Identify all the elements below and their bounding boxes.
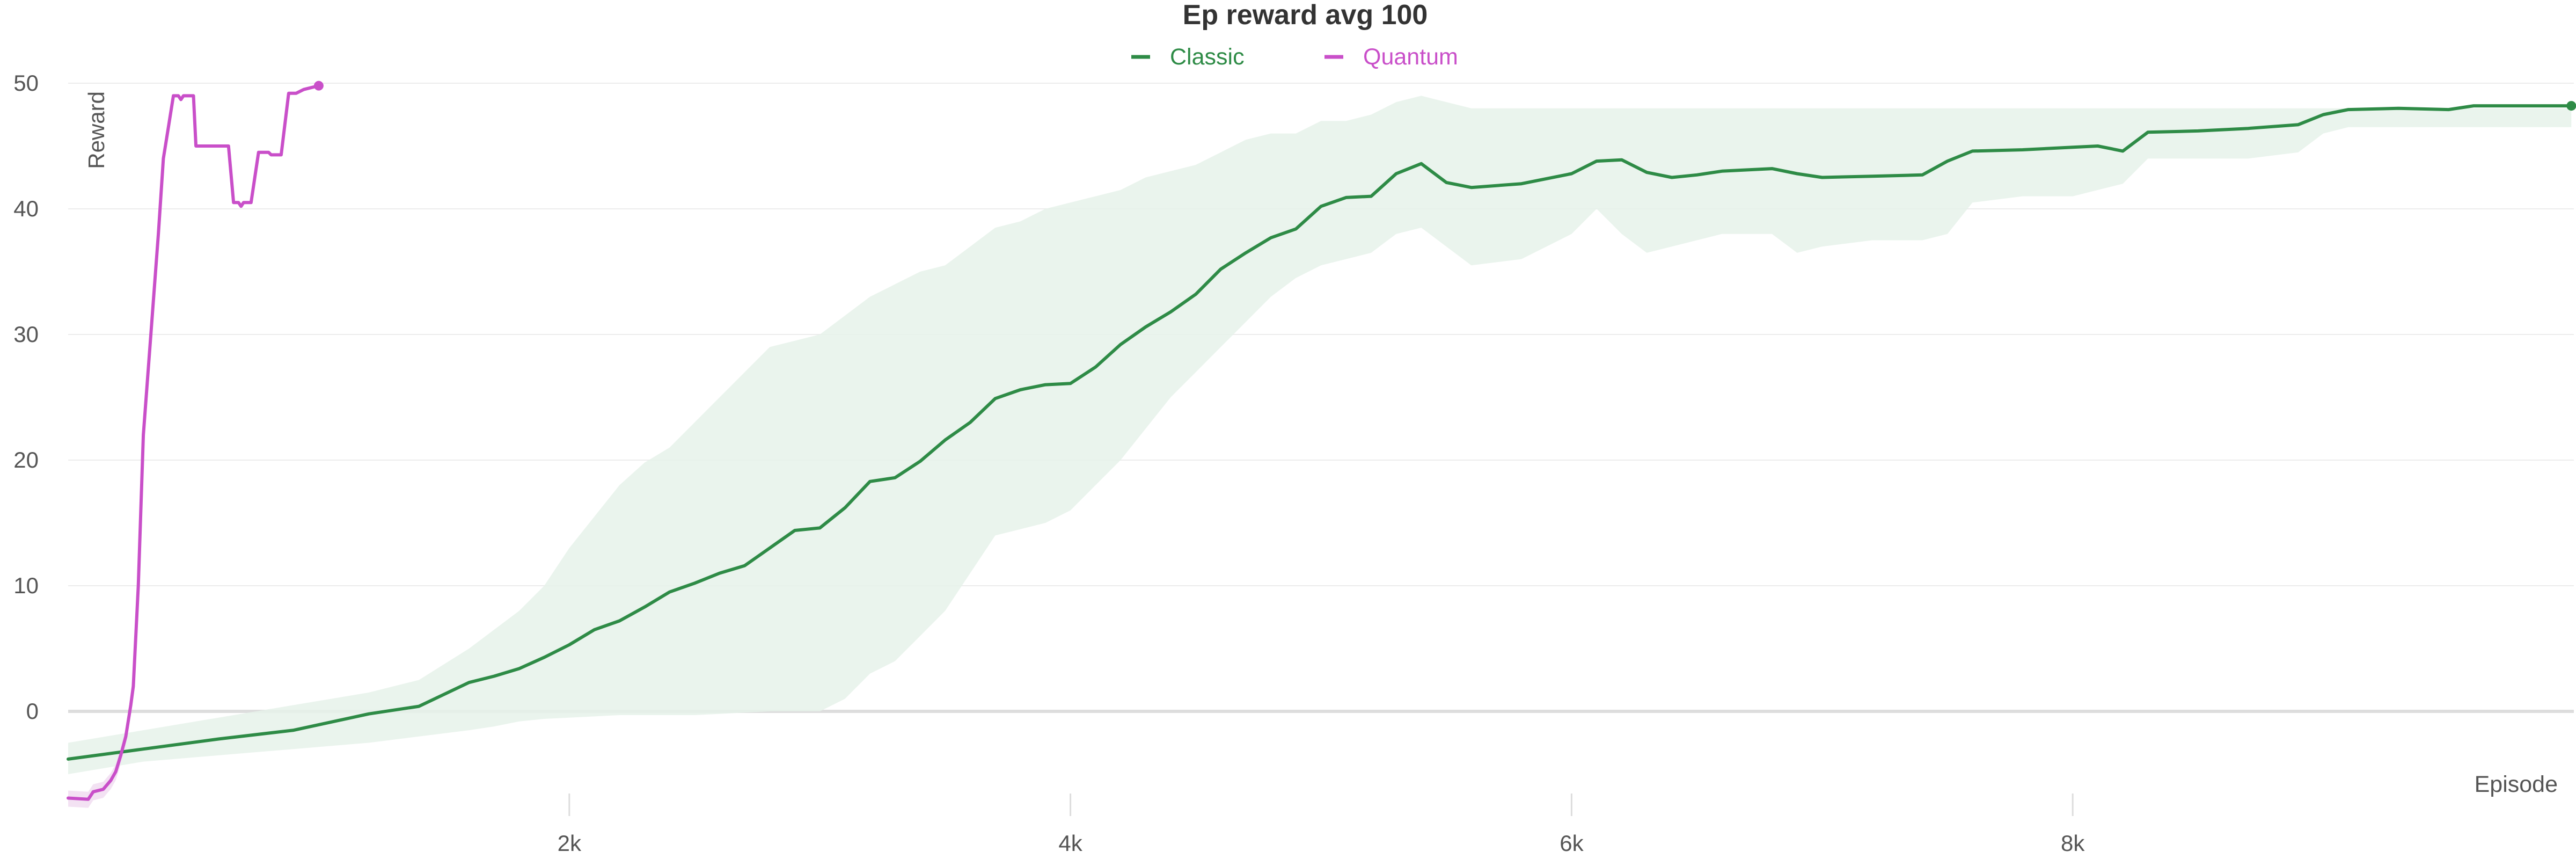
- x-tick-label: 8k: [2061, 831, 2085, 856]
- y-tick-label: 40: [13, 196, 39, 221]
- legend-label-quantum[interactable]: Quantum: [1363, 44, 1458, 70]
- y-tick-label: 0: [26, 698, 39, 724]
- y-tick-label: 10: [13, 573, 39, 598]
- chart-title: Ep reward avg 100: [1183, 0, 1428, 31]
- x-axis-ticks: 2k 4k 6k 8k: [558, 794, 2085, 856]
- y-tick-label: 20: [13, 447, 39, 472]
- y-tick-label: 50: [13, 70, 39, 96]
- x-tick-label: 2k: [558, 831, 582, 856]
- y-axis-tick-labels: 0 10 20 30 40 50: [13, 70, 39, 724]
- legend: Classic Quantum: [1131, 44, 1458, 70]
- legend-label-classic[interactable]: Classic: [1170, 44, 1245, 70]
- x-axis-label: Episode: [2475, 771, 2558, 797]
- series-endpoints: [313, 81, 2576, 111]
- y-axis-label: Reward: [84, 91, 109, 169]
- series-lines: [67, 84, 2573, 801]
- band-classic: [68, 96, 2572, 774]
- endpoint-classic: [2566, 101, 2576, 111]
- endpoint-quantum: [313, 81, 324, 91]
- line-classic[interactable]: [67, 104, 2573, 761]
- confidence-bands: [68, 96, 2572, 808]
- x-tick-label: 6k: [1560, 831, 1584, 856]
- x-tick-label: 4k: [1058, 831, 1082, 856]
- y-tick-label: 30: [13, 322, 39, 347]
- line-quantum[interactable]: [67, 84, 320, 801]
